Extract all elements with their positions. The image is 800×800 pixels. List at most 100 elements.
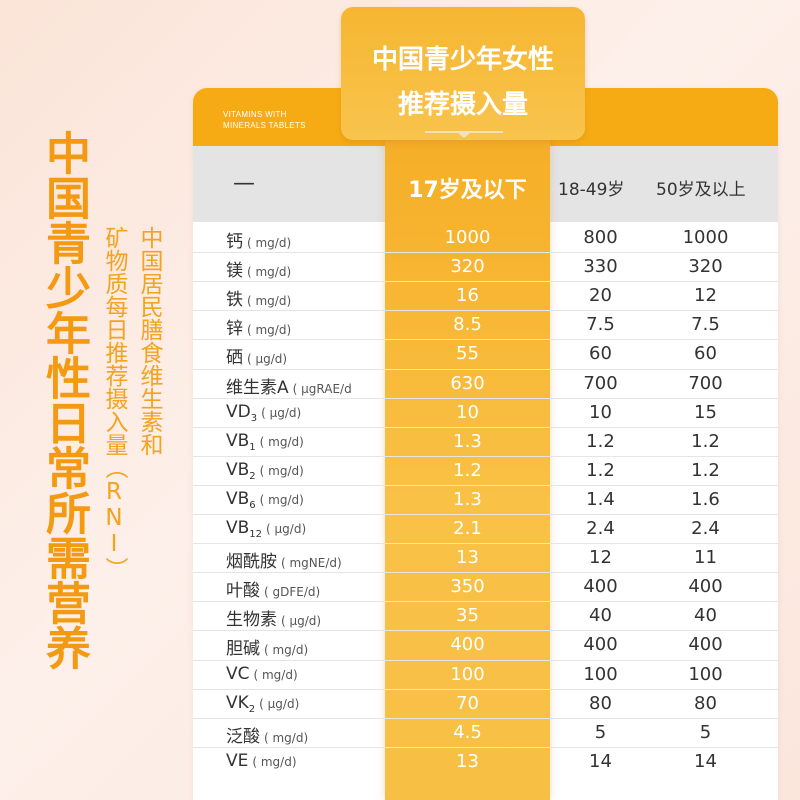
value-50-plus: 1000 bbox=[682, 227, 729, 248]
table-row: VB6( mg/d) 1.3 1.4 1.6 bbox=[193, 485, 778, 514]
value-50-plus: 60 bbox=[694, 343, 717, 365]
value-18-49: 12 bbox=[589, 547, 612, 569]
tab-title-line-2: 推荐摄入量 bbox=[397, 90, 528, 120]
nutrient-unit: ( mgNE/d) bbox=[281, 556, 342, 571]
nutrient-name: 硒 bbox=[226, 348, 243, 369]
nutrient-unit: ( mg/d) bbox=[247, 323, 292, 338]
value-17-under: 1.3 bbox=[453, 430, 482, 452]
value-17-under: 350 bbox=[450, 576, 485, 598]
nutrient-name: VB bbox=[226, 488, 250, 509]
table-row: VB12( μg/d) 2.1 2.4 2.4 bbox=[193, 514, 778, 543]
table-row: 维生素A( μgRAE/d 630 700 700 bbox=[193, 369, 778, 398]
value-17-under: 1.2 bbox=[453, 459, 482, 481]
nutrient-subscript: 2 bbox=[249, 470, 256, 482]
nutrient-subscript: 3 bbox=[250, 412, 258, 424]
nutrient-label: 镁 ( mg/d) bbox=[226, 256, 291, 281]
row-divider bbox=[193, 339, 778, 341]
nutrient-label: 锌 ( mg/d) bbox=[226, 314, 291, 339]
nutrient-subscript: 6 bbox=[249, 499, 256, 511]
value-17-under: 13 bbox=[456, 750, 479, 772]
side-title: 中国青少年性日常所需营养 bbox=[38, 130, 91, 670]
row-divider bbox=[193, 281, 778, 283]
nutrient-unit: ( μg/d) bbox=[266, 522, 307, 536]
value-18-49: 700 bbox=[583, 372, 618, 394]
nutrient-name: 生物素 bbox=[226, 610, 277, 631]
value-17-under: 70 bbox=[456, 692, 479, 714]
value-17-under: 13 bbox=[456, 547, 479, 569]
value-17-under: 4.5 bbox=[453, 721, 482, 743]
value-50-plus: 320 bbox=[688, 256, 723, 278]
nutrient-name: 锌 bbox=[226, 319, 243, 340]
nutrient-label: VB12( μg/d) bbox=[226, 518, 306, 540]
value-18-49: 100 bbox=[583, 663, 618, 685]
nutrient-name: VB bbox=[226, 459, 250, 480]
row-divider bbox=[193, 717, 778, 719]
nutrient-name: 铁 bbox=[226, 290, 243, 311]
nutrient-unit: ( mg/d) bbox=[253, 667, 298, 682]
value-18-49: 20 bbox=[589, 285, 612, 307]
table-row: 烟酰胺 ( mgNE/d) 13 12 11 bbox=[193, 543, 778, 572]
nutrient-label: VE( mg/d) bbox=[226, 751, 297, 771]
nutrient-unit: ( mg/d) bbox=[252, 754, 297, 769]
value-18-49: 10 bbox=[589, 401, 612, 423]
nutrient-label: 泛酸 ( mg/d) bbox=[226, 722, 308, 747]
value-50-plus: 15 bbox=[694, 401, 717, 423]
value-18-49: 40 bbox=[589, 605, 612, 627]
value-18-49: 1.2 bbox=[586, 459, 615, 481]
value-17-under: 100 bbox=[450, 663, 485, 685]
nutrient-unit: ( mg/d) bbox=[259, 463, 304, 478]
row-divider bbox=[193, 455, 778, 457]
nutrient-label: VD3( μg/d) bbox=[226, 402, 301, 424]
nutrient-label: VB6( mg/d) bbox=[226, 489, 304, 511]
brand-text: VITAMINS WITH MINERALS TABLETS bbox=[223, 109, 306, 131]
row-divider bbox=[193, 514, 778, 515]
value-18-49: 800 bbox=[583, 227, 618, 248]
side-subtitle-2: 矿物质每日推荐摄入量（RNI） bbox=[101, 226, 127, 580]
row-divider bbox=[193, 368, 778, 370]
value-50-plus: 1.6 bbox=[691, 488, 720, 510]
value-18-49: 1.2 bbox=[586, 430, 615, 452]
table-row: 泛酸 ( mg/d) 4.5 5 5 bbox=[193, 718, 778, 747]
nutrient-unit: ( mg/d) bbox=[247, 236, 292, 250]
table-row: 镁 ( mg/d) 320 330 320 bbox=[193, 252, 778, 281]
value-50-plus: 700 bbox=[688, 372, 723, 394]
value-18-49: 330 bbox=[583, 256, 618, 278]
value-18-49: 2.4 bbox=[586, 518, 615, 539]
value-17-under: 55 bbox=[456, 343, 479, 365]
value-50-plus: 12 bbox=[694, 285, 717, 307]
table-row: VB2( mg/d) 1.2 1.2 1.2 bbox=[193, 456, 778, 485]
brand-line-1: VITAMINS WITH bbox=[223, 110, 287, 119]
nutrient-label: 铁 ( mg/d) bbox=[226, 285, 291, 310]
nutrient-label: 生物素 ( μg/d) bbox=[226, 605, 321, 630]
header-dash: — bbox=[233, 171, 255, 196]
nutrient-label: VB2( mg/d) bbox=[226, 460, 304, 482]
highlight-tab: 中国青少年女性 推荐摄入量 bbox=[341, 7, 585, 140]
table-row: VK2( μg/d) 70 80 80 bbox=[193, 689, 778, 718]
table-row: 铁 ( mg/d) 16 20 12 bbox=[193, 281, 778, 310]
table-row: VE( mg/d) 13 14 14 bbox=[193, 747, 778, 776]
nutrient-label: 维生素A( μgRAE/d bbox=[226, 373, 352, 398]
table-row: 锌 ( mg/d) 8.5 7.5 7.5 bbox=[193, 310, 778, 339]
nutrient-name: VB bbox=[226, 518, 250, 538]
table-row: 叶酸 ( gDFE/d) 350 400 400 bbox=[193, 572, 778, 601]
row-divider bbox=[193, 630, 778, 632]
nutrient-unit: ( mg/d) bbox=[264, 730, 309, 745]
value-50-plus: 40 bbox=[694, 605, 717, 627]
value-50-plus: 11 bbox=[694, 547, 717, 569]
row-divider bbox=[193, 252, 778, 254]
value-50-plus: 5 bbox=[699, 721, 712, 743]
row-divider bbox=[193, 659, 778, 661]
value-18-49: 400 bbox=[583, 576, 618, 598]
row-divider bbox=[193, 688, 778, 690]
value-17-under: 16 bbox=[456, 285, 479, 307]
header-17-under: 17岁及以下 bbox=[408, 178, 527, 203]
nutrient-label: 叶酸 ( gDFE/d) bbox=[226, 576, 320, 601]
row-divider bbox=[193, 426, 778, 428]
nutrient-subscript: 1 bbox=[249, 441, 256, 453]
nutrient-name: VD bbox=[226, 401, 251, 422]
tab-divider bbox=[425, 131, 503, 133]
nutrient-label: 钙 ( mg/d) bbox=[226, 227, 291, 252]
nutrient-unit: ( μgRAE/d bbox=[292, 381, 352, 396]
nutrient-label: VK2( μg/d) bbox=[226, 693, 299, 715]
nutrient-name: VK bbox=[226, 692, 249, 713]
